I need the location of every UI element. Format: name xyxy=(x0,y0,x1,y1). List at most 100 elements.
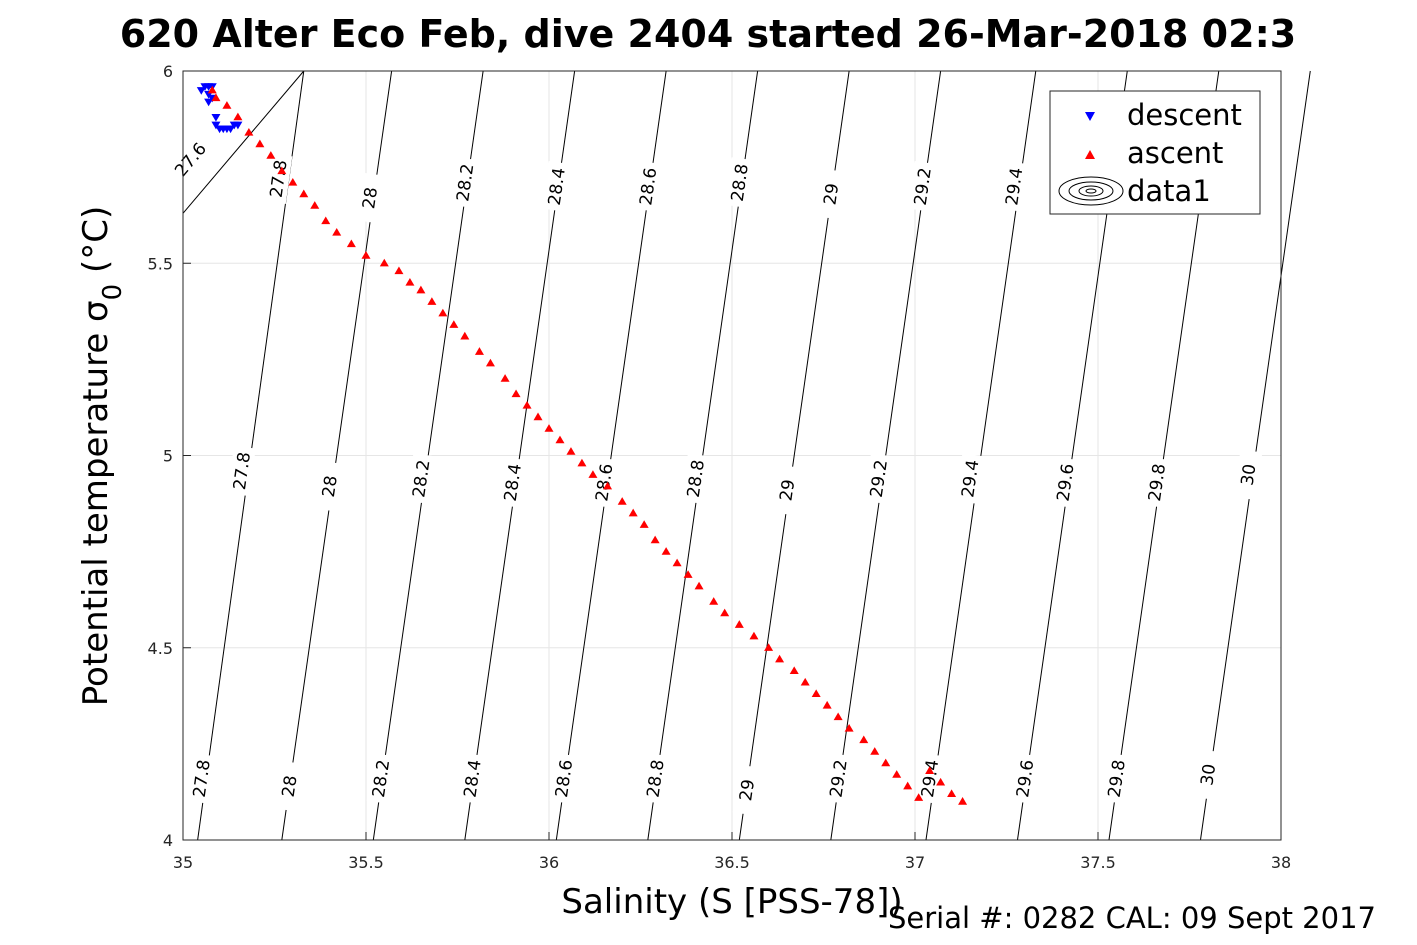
contour-label: 28 xyxy=(279,774,302,798)
contour-label: 28 xyxy=(319,474,342,498)
contour-label-bg xyxy=(1193,749,1223,800)
y-axis-label-symbol: σ xyxy=(76,300,116,322)
ascent-point xyxy=(870,747,880,755)
contour-line xyxy=(182,70,305,214)
ascent-point xyxy=(811,689,821,698)
ascent-point xyxy=(958,797,968,805)
ascent-point xyxy=(299,189,309,198)
ascent-point xyxy=(361,251,371,259)
ascent-point xyxy=(310,201,320,209)
ascent-point xyxy=(683,570,693,578)
contour-label-bg xyxy=(549,753,578,804)
ascent-point xyxy=(749,631,759,640)
ascent-point xyxy=(833,712,843,721)
x-axis-ticks: 35 35.5 36 36.5 37 37.5 38 xyxy=(173,832,1291,872)
ascent-point xyxy=(394,266,404,275)
ascent-point xyxy=(925,766,935,774)
contour-label-bg xyxy=(999,161,1029,212)
ascent-point xyxy=(533,412,543,421)
ascent-point xyxy=(672,558,682,567)
legend-ascent-marker xyxy=(1085,150,1095,159)
ascent-point xyxy=(544,424,554,432)
y-axis-label-unit: (°C) xyxy=(76,206,116,284)
contour-label-bg xyxy=(406,453,436,504)
descent-point xyxy=(204,98,214,107)
x-tick-label: 37 xyxy=(905,853,925,872)
contour-label-bg xyxy=(498,457,527,508)
y-axis-ticks: 4 4.5 5 5.5 6 xyxy=(148,62,191,850)
legend-contour-icon xyxy=(1058,176,1124,206)
contour-label-bg xyxy=(450,157,480,208)
ascent-point xyxy=(460,331,470,340)
ascent-point xyxy=(588,470,598,478)
contour-label-bg xyxy=(816,168,846,220)
contour-label-bg xyxy=(633,161,663,212)
contour-label-bg xyxy=(457,753,487,804)
contour-label: 29 xyxy=(736,778,759,802)
ascent-point xyxy=(694,581,704,590)
ascent-point xyxy=(936,777,946,786)
ascent-point xyxy=(449,320,459,328)
contour-label-bg xyxy=(1142,457,1171,508)
contour-label-bg xyxy=(908,161,937,212)
ascent-point xyxy=(500,374,510,382)
contour-label-bg xyxy=(823,753,853,804)
ascent-point xyxy=(881,758,891,767)
contour-label: 29 xyxy=(776,478,799,502)
ascent-point xyxy=(207,85,217,94)
ascent-point xyxy=(233,112,243,121)
y-tick-label: 5 xyxy=(163,447,173,466)
chart-title: 620 Alter Eco Feb, dive 2404 started 26-… xyxy=(120,12,1296,56)
descent-series xyxy=(196,83,243,134)
contour-label-bg xyxy=(732,764,761,816)
x-tick-label: 38 xyxy=(1271,853,1291,872)
contour-label-bg xyxy=(166,134,215,185)
ascent-series xyxy=(207,85,968,805)
y-tick-label: 4.5 xyxy=(148,639,173,658)
ascent-point xyxy=(379,258,389,267)
ascent-point xyxy=(255,139,265,148)
ascent-point xyxy=(427,297,437,305)
ascent-point xyxy=(321,216,331,225)
legend-box xyxy=(1049,90,1261,215)
ascent-point xyxy=(720,608,730,617)
ascent-point xyxy=(661,547,671,555)
x-tick-label: 35 xyxy=(173,853,193,872)
ascent-point xyxy=(734,620,744,628)
ascent-point xyxy=(800,677,810,686)
ascent-point xyxy=(405,277,415,286)
ascent-point xyxy=(244,128,254,136)
ascent-point xyxy=(859,735,869,744)
ascent-point xyxy=(628,508,638,517)
legend-descent-label: descent xyxy=(1127,98,1242,132)
contour-label-bg xyxy=(915,753,944,804)
y-tick-label: 5.5 xyxy=(148,254,173,273)
ascent-point xyxy=(211,93,221,102)
ascent-point xyxy=(277,166,287,175)
descent-point xyxy=(226,125,236,134)
ascent-point xyxy=(474,347,484,355)
ascent-point xyxy=(288,178,298,186)
contour-label-bg xyxy=(355,172,384,224)
y-axis-label: Potential temperature σ0 (°C) xyxy=(76,206,128,706)
x-tick-label: 35.5 xyxy=(348,853,384,872)
descent-point xyxy=(233,121,243,130)
ascent-point xyxy=(522,401,532,409)
contour-label-bg xyxy=(187,753,216,804)
ascent-point xyxy=(764,643,774,651)
contour-label-bg xyxy=(227,445,256,497)
ascent-point xyxy=(603,481,613,490)
contour-label: 30 xyxy=(1238,463,1261,487)
ascent-point xyxy=(617,497,627,505)
x-tick-label: 37.5 xyxy=(1080,853,1116,872)
ascent-point xyxy=(485,358,495,367)
contour-label-bg xyxy=(263,153,293,204)
contour-label: 30 xyxy=(1197,763,1220,787)
contour-label-bg xyxy=(1233,449,1263,501)
ascent-point xyxy=(438,308,448,317)
descent-point xyxy=(211,113,221,122)
contour-label-bg xyxy=(1010,753,1040,804)
contour-label-bg xyxy=(864,453,893,504)
ascent-point xyxy=(639,520,649,528)
ascent-point xyxy=(222,101,232,109)
